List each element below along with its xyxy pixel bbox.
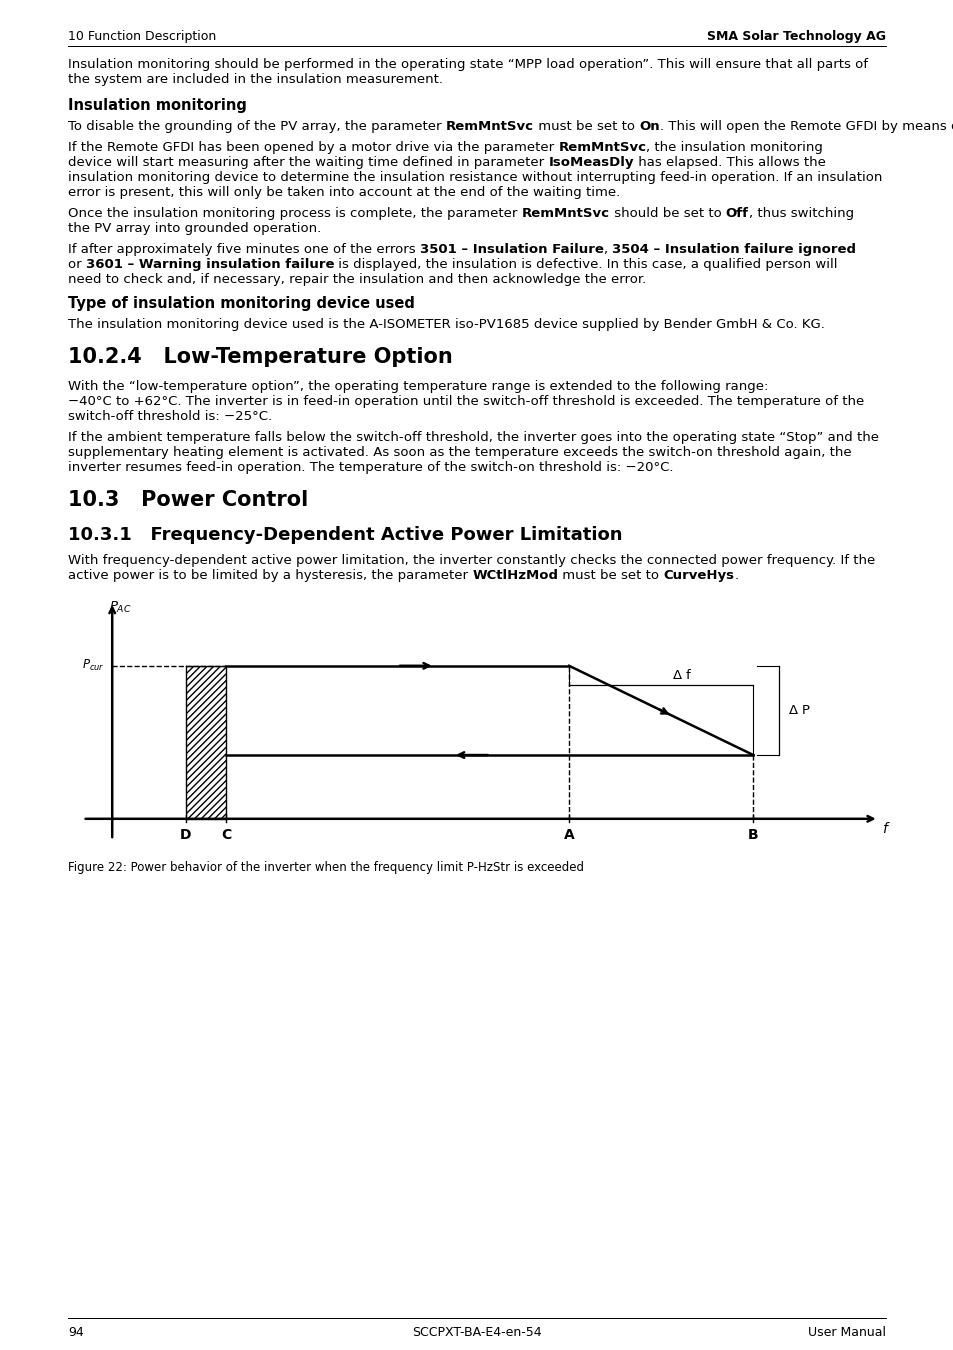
Text: error is present, this will only be taken into account at the end of the waiting: error is present, this will only be take… [68, 186, 619, 198]
Text: Insulation monitoring: Insulation monitoring [68, 99, 247, 113]
Text: supplementary heating element is activated. As soon as the temperature exceeds t: supplementary heating element is activat… [68, 447, 851, 459]
Text: the system are included in the insulation measurement.: the system are included in the insulatio… [68, 73, 442, 86]
Text: With frequency-dependent active power limitation, the inverter constantly checks: With frequency-dependent active power li… [68, 554, 874, 567]
Text: .: . [734, 568, 738, 582]
Text: 10.2.4   Low-Temperature Option: 10.2.4 Low-Temperature Option [68, 347, 453, 367]
Text: Off: Off [725, 207, 748, 220]
Text: 10.3.1   Frequency-Dependent Active Power Limitation: 10.3.1 Frequency-Dependent Active Power … [68, 525, 622, 544]
Text: , the insulation monitoring: , the insulation monitoring [646, 140, 822, 154]
Text: or: or [68, 258, 86, 271]
Text: 3504 – Insulation failure ignored: 3504 – Insulation failure ignored [612, 243, 855, 256]
Text: active power is to be limited by a hysteresis, the parameter: active power is to be limited by a hyste… [68, 568, 472, 582]
Text: $\Delta$ P: $\Delta$ P [787, 703, 810, 717]
Text: 10 Function Description: 10 Function Description [68, 30, 216, 43]
Text: If after approximately five minutes one of the errors: If after approximately five minutes one … [68, 243, 419, 256]
Text: RemMntSvc: RemMntSvc [558, 140, 646, 154]
Text: On: On [639, 120, 659, 132]
Text: switch-off threshold is: −25°C.: switch-off threshold is: −25°C. [68, 410, 272, 423]
Text: f: f [882, 822, 886, 836]
Text: User Manual: User Manual [807, 1326, 885, 1339]
Text: Insulation monitoring should be performed in the operating state “MPP load opera: Insulation monitoring should be performe… [68, 58, 867, 72]
Text: , thus switching: , thus switching [748, 207, 853, 220]
Text: $P_{AC}$: $P_{AC}$ [109, 599, 132, 616]
Text: RemMntSvc: RemMntSvc [521, 207, 609, 220]
Text: need to check and, if necessary, repair the insulation and then acknowledge the : need to check and, if necessary, repair … [68, 273, 645, 286]
Text: . This will open the Remote GFDI by means of a motor drive.: . This will open the Remote GFDI by mean… [659, 120, 953, 132]
Text: The insulation monitoring device used is the A-ISOMETER iso-PV1685 device suppli: The insulation monitoring device used is… [68, 317, 824, 331]
Text: should be set to: should be set to [609, 207, 725, 220]
Text: B: B [747, 828, 758, 842]
Text: the PV array into grounded operation.: the PV array into grounded operation. [68, 221, 321, 235]
Text: Once the insulation monitoring process is complete, the parameter: Once the insulation monitoring process i… [68, 207, 521, 220]
Text: With the “low-temperature option”, the operating temperature range is extended t: With the “low-temperature option”, the o… [68, 381, 767, 393]
Text: 3501 – Insulation Failure: 3501 – Insulation Failure [419, 243, 603, 256]
Text: A: A [563, 828, 574, 842]
Text: has elapsed. This allows the: has elapsed. This allows the [633, 155, 825, 169]
Text: must be set to: must be set to [558, 568, 662, 582]
Text: If the Remote GFDI has been opened by a motor drive via the parameter: If the Remote GFDI has been opened by a … [68, 140, 558, 154]
Text: Figure 22: Power behavior of the inverter when the frequency limit P-HzStr is ex: Figure 22: Power behavior of the inverte… [68, 861, 583, 873]
Text: IsoMeasDly: IsoMeasDly [548, 155, 633, 169]
Text: Type of insulation monitoring device used: Type of insulation monitoring device use… [68, 296, 415, 310]
Text: device will start measuring after the waiting time defined in parameter: device will start measuring after the wa… [68, 155, 548, 169]
Text: 10.3   Power Control: 10.3 Power Control [68, 490, 308, 510]
Text: is displayed, the insulation is defective. In this case, a qualified person will: is displayed, the insulation is defectiv… [334, 258, 837, 271]
Text: 3601 – Warning insulation failure: 3601 – Warning insulation failure [86, 258, 334, 271]
Text: If the ambient temperature falls below the switch-off threshold, the inverter go: If the ambient temperature falls below t… [68, 431, 878, 444]
Text: RemMntSvc: RemMntSvc [445, 120, 533, 132]
Text: $P_{cur}$: $P_{cur}$ [82, 659, 105, 674]
Text: WCtlHzMod: WCtlHzMod [472, 568, 558, 582]
Text: insulation monitoring device to determine the insulation resistance without inte: insulation monitoring device to determin… [68, 171, 882, 184]
Text: SCCPXT-BA-E4-en-54: SCCPXT-BA-E4-en-54 [412, 1326, 541, 1339]
Bar [186, 666, 226, 819]
Text: To disable the grounding of the PV array, the parameter: To disable the grounding of the PV array… [68, 120, 445, 132]
Text: $\Delta$ f: $\Delta$ f [672, 667, 692, 682]
Text: −40°C to +62°C. The inverter is in feed-in operation until the switch-off thresh: −40°C to +62°C. The inverter is in feed-… [68, 396, 863, 408]
Text: must be set to: must be set to [533, 120, 639, 132]
Text: C: C [221, 828, 232, 842]
Text: inverter resumes feed-in operation. The temperature of the switch-on threshold i: inverter resumes feed-in operation. The … [68, 462, 673, 474]
Text: CurveHys: CurveHys [662, 568, 734, 582]
Text: D: D [180, 828, 192, 842]
Text: 94: 94 [68, 1326, 84, 1339]
Text: ,: , [603, 243, 612, 256]
Text: SMA Solar Technology AG: SMA Solar Technology AG [706, 30, 885, 43]
